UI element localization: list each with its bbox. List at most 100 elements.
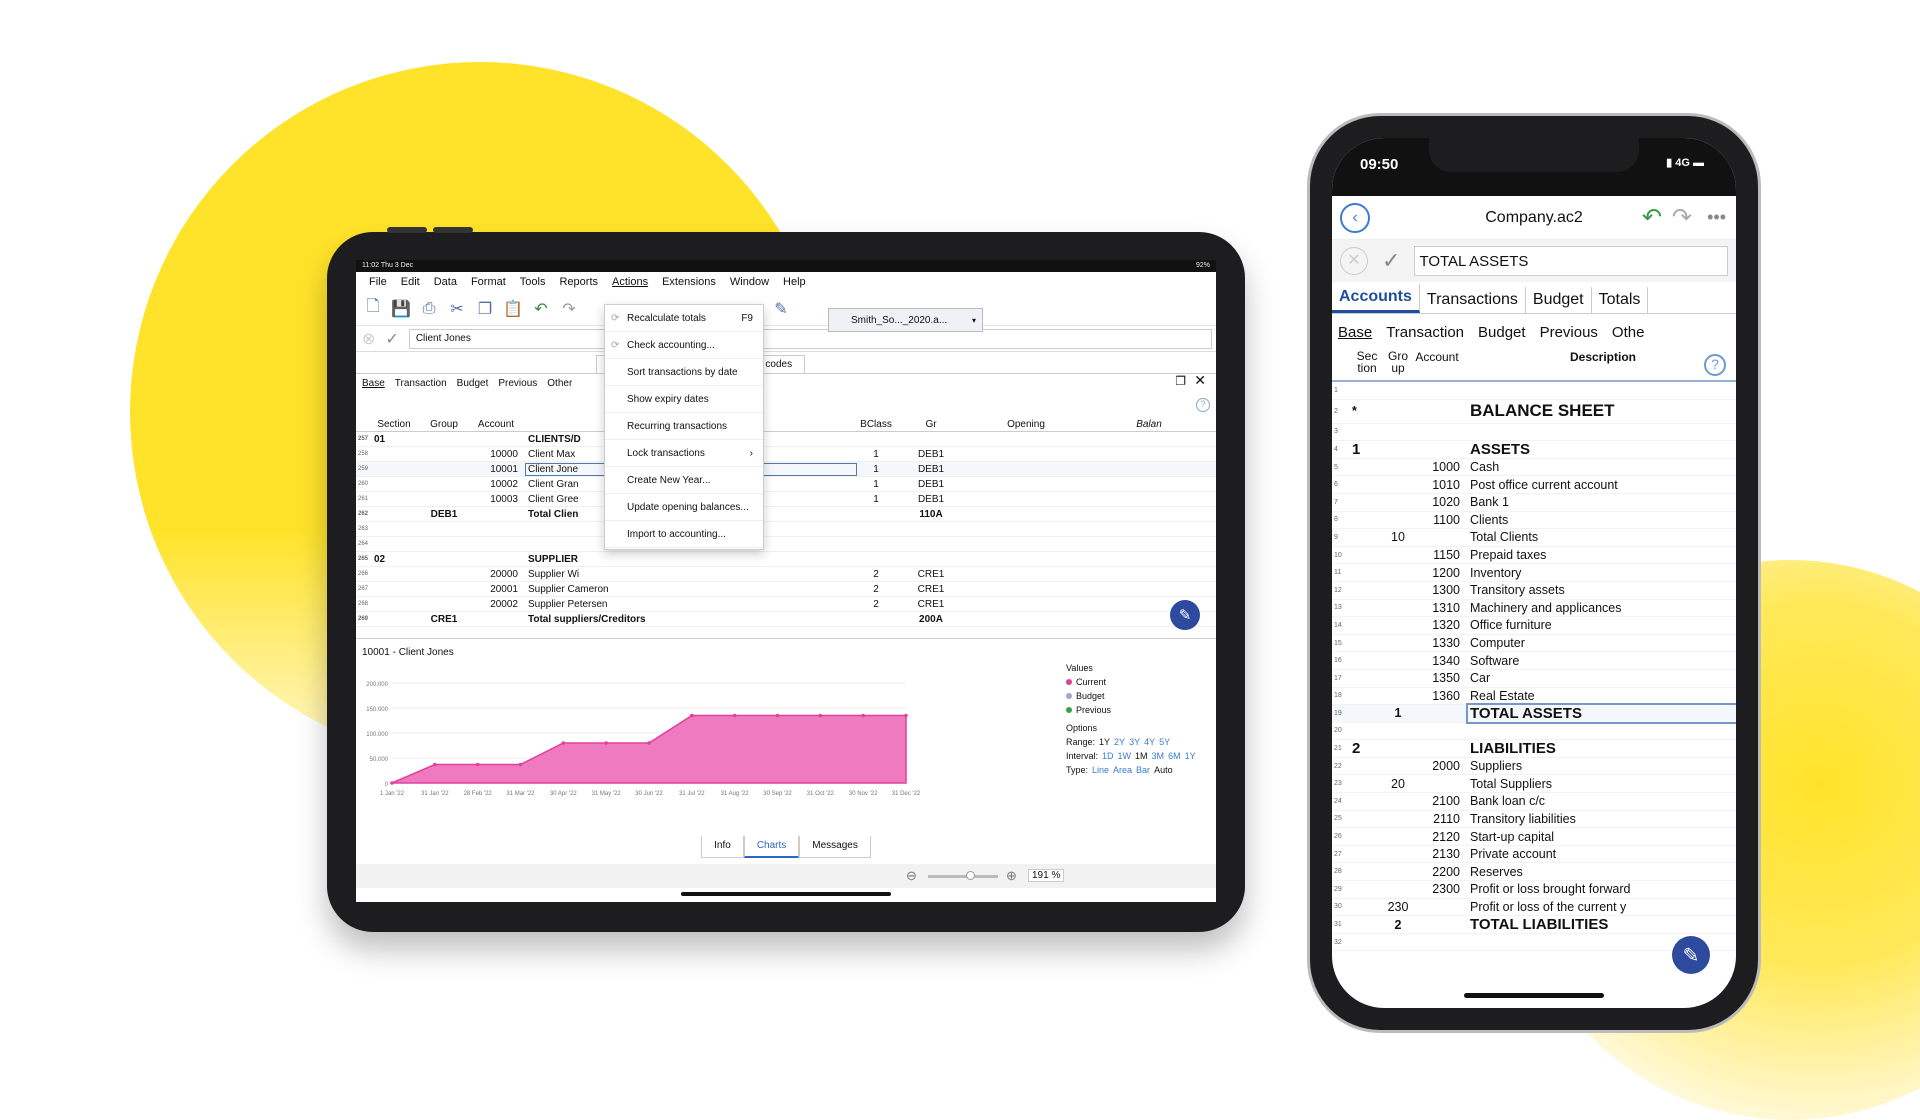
cell-account[interactable]: 1360	[1432, 688, 1460, 703]
cell-description[interactable]: CLIENTS/D	[528, 433, 581, 445]
subtab-othe[interactable]: Othe	[1611, 323, 1645, 341]
cell-description[interactable]: Client Jone	[525, 462, 857, 476]
table-row[interactable]: 31 2 TOTAL LIABILITIES	[1332, 916, 1736, 934]
table-row[interactable]: 22 2000 Suppliers	[1332, 758, 1736, 776]
cell-description[interactable]: Client Gree	[528, 493, 579, 505]
cell-description[interactable]: Total Suppliers	[1470, 776, 1552, 791]
bottom-tab-messages[interactable]: Messages	[799, 836, 871, 858]
table-row[interactable]: 258 10000 Client Max 1 DEB1	[356, 447, 1216, 462]
menu-item-actions[interactable]: Actions	[612, 276, 649, 288]
cell-account[interactable]: 2120	[1432, 829, 1460, 844]
menu-item-action[interactable]: Sort transactions by date	[605, 359, 763, 386]
menu-item-action[interactable]: Import to accounting...	[605, 521, 763, 548]
table-row[interactable]: 261 10003 Client Gree 1 DEB1	[356, 492, 1216, 507]
subtab-base[interactable]: Base	[362, 377, 385, 389]
table-row[interactable]: 262 DEB1 Total Clien 110A	[356, 507, 1216, 522]
new-file-icon[interactable]: 🗋	[366, 298, 380, 315]
table-row[interactable]: 5 1000 Cash	[1332, 459, 1736, 477]
cell-gr[interactable]: 200A	[919, 613, 943, 625]
cell-account[interactable]: 20002	[490, 598, 518, 610]
table-row[interactable]: 1	[1332, 382, 1736, 400]
cell-group[interactable]: 230	[1387, 899, 1409, 914]
range-row-option[interactable]: 1Y	[1099, 737, 1111, 747]
table-row[interactable]: 264	[356, 537, 1216, 552]
cell-description[interactable]: Bank loan c/c	[1470, 794, 1546, 809]
file-selector[interactable]: Smith_So..._2020.a... ▾	[828, 308, 983, 332]
legend-item[interactable]: Current	[1066, 675, 1200, 689]
subtab-previous[interactable]: Previous	[1539, 323, 1598, 341]
table-row[interactable]: 259 10001 Client Jone 1 DEB1	[356, 462, 1216, 477]
cell-bclass[interactable]: 1	[873, 463, 879, 475]
table-row[interactable]: 2 * BALANCE SHEET	[1332, 400, 1736, 424]
cell-account[interactable]: 2130	[1432, 847, 1460, 862]
range-row-option[interactable]: 4Y	[1144, 737, 1156, 747]
menu-item-data[interactable]: Data	[433, 276, 457, 288]
bottom-tab-info[interactable]: Info	[701, 836, 744, 858]
interval-row-option[interactable]: 1W	[1117, 751, 1132, 761]
cell-description[interactable]: Clients	[1470, 512, 1509, 527]
redo-icon[interactable]: ↷	[562, 300, 576, 318]
cell-account[interactable]: 20000	[490, 568, 518, 580]
cell-description[interactable]: Prepaid taxes	[1470, 548, 1547, 563]
cell-bclass[interactable]: 2	[873, 583, 879, 595]
cell-account[interactable]: 2110	[1433, 811, 1460, 826]
cell-description[interactable]: Total Clien	[528, 508, 579, 520]
cell-account[interactable]: 2300	[1432, 882, 1460, 897]
legend-item[interactable]: Budget	[1066, 689, 1200, 703]
cell-section[interactable]: 02	[374, 553, 386, 565]
cell-description[interactable]: TOTAL ASSETS	[1466, 702, 1736, 724]
cell-bclass[interactable]: 2	[873, 568, 879, 580]
cell-account[interactable]: 1100	[1433, 512, 1460, 527]
zoom-slider[interactable]	[928, 875, 998, 878]
cell-description[interactable]: Transitory liabilities	[1470, 811, 1576, 826]
cell-gr[interactable]: 110A	[919, 508, 943, 520]
cut-icon[interactable]: ✂	[450, 300, 464, 318]
cell-description[interactable]: Client Gran	[528, 478, 579, 490]
table-row[interactable]: 32	[1332, 934, 1736, 952]
back-icon[interactable]: ‹	[1340, 202, 1370, 233]
cell-account[interactable]: 1020	[1432, 495, 1460, 510]
type-row-option[interactable]: Line	[1092, 765, 1110, 775]
range-row-option[interactable]: 2Y	[1114, 737, 1126, 747]
cell-gr[interactable]: CRE1	[917, 568, 945, 580]
cell-gr[interactable]: DEB1	[917, 493, 945, 505]
cell-gr[interactable]: DEB1	[917, 478, 945, 490]
cell-description[interactable]: Machinery and applicances	[1470, 600, 1622, 615]
cell-account[interactable]: 10002	[490, 478, 518, 490]
cell-description[interactable]: Transitory assets	[1470, 583, 1565, 598]
table-row[interactable]: 263	[356, 522, 1216, 537]
menu-item-format[interactable]: Format	[470, 276, 506, 288]
zoom-in-icon[interactable]: ⊕	[1006, 868, 1017, 883]
interval-row-option[interactable]: 6M	[1168, 751, 1181, 761]
cell-gr[interactable]: DEB1	[917, 463, 945, 475]
tab-totals[interactable]: Totals	[1592, 287, 1649, 313]
more-icon[interactable]: •••	[1707, 207, 1726, 227]
type-row-option[interactable]: Auto	[1154, 765, 1173, 775]
cell-group[interactable]: 1	[1394, 706, 1402, 721]
table-row[interactable]: 25 2110 Transitory liabilities	[1332, 811, 1736, 829]
cell-account[interactable]: 1150	[1433, 548, 1460, 563]
cell-description[interactable]: Private account	[1470, 847, 1557, 862]
interval-row-option[interactable]: 1M	[1135, 751, 1148, 761]
cell-section[interactable]: 1	[1352, 440, 1361, 458]
table-row[interactable]: 15 1330 Computer	[1332, 635, 1736, 653]
table-row[interactable]: 24 2100 Bank loan c/c	[1332, 793, 1736, 811]
zoom-level[interactable]: 191 %	[1028, 869, 1065, 882]
range-row-option[interactable]: 3Y	[1129, 737, 1141, 747]
legend-item[interactable]: Previous	[1066, 703, 1200, 717]
cell-group[interactable]: DEB1	[430, 508, 458, 520]
table-row[interactable]: 260 10002 Client Gran 1 DEB1	[356, 477, 1216, 492]
cell-gr[interactable]: DEB1	[917, 448, 945, 460]
subtab-base[interactable]: Base	[1338, 323, 1373, 341]
interval-row-option[interactable]: 1D	[1102, 751, 1114, 761]
cancel-icon[interactable]: ⊗	[362, 330, 376, 348]
zoom-out-icon[interactable]: ⊖	[906, 868, 917, 883]
cell-account[interactable]: 2100	[1432, 794, 1460, 809]
subtab-previous[interactable]: Previous	[498, 377, 538, 389]
type-row-option[interactable]: Bar	[1136, 765, 1151, 775]
undo-icon[interactable]: ↶	[1641, 204, 1662, 231]
cell-bclass[interactable]: 1	[873, 493, 879, 505]
cell-description[interactable]: Car	[1470, 671, 1491, 686]
cell-group[interactable]: 20	[1391, 776, 1405, 791]
table-row[interactable]: 26 2120 Start-up capital	[1332, 828, 1736, 846]
